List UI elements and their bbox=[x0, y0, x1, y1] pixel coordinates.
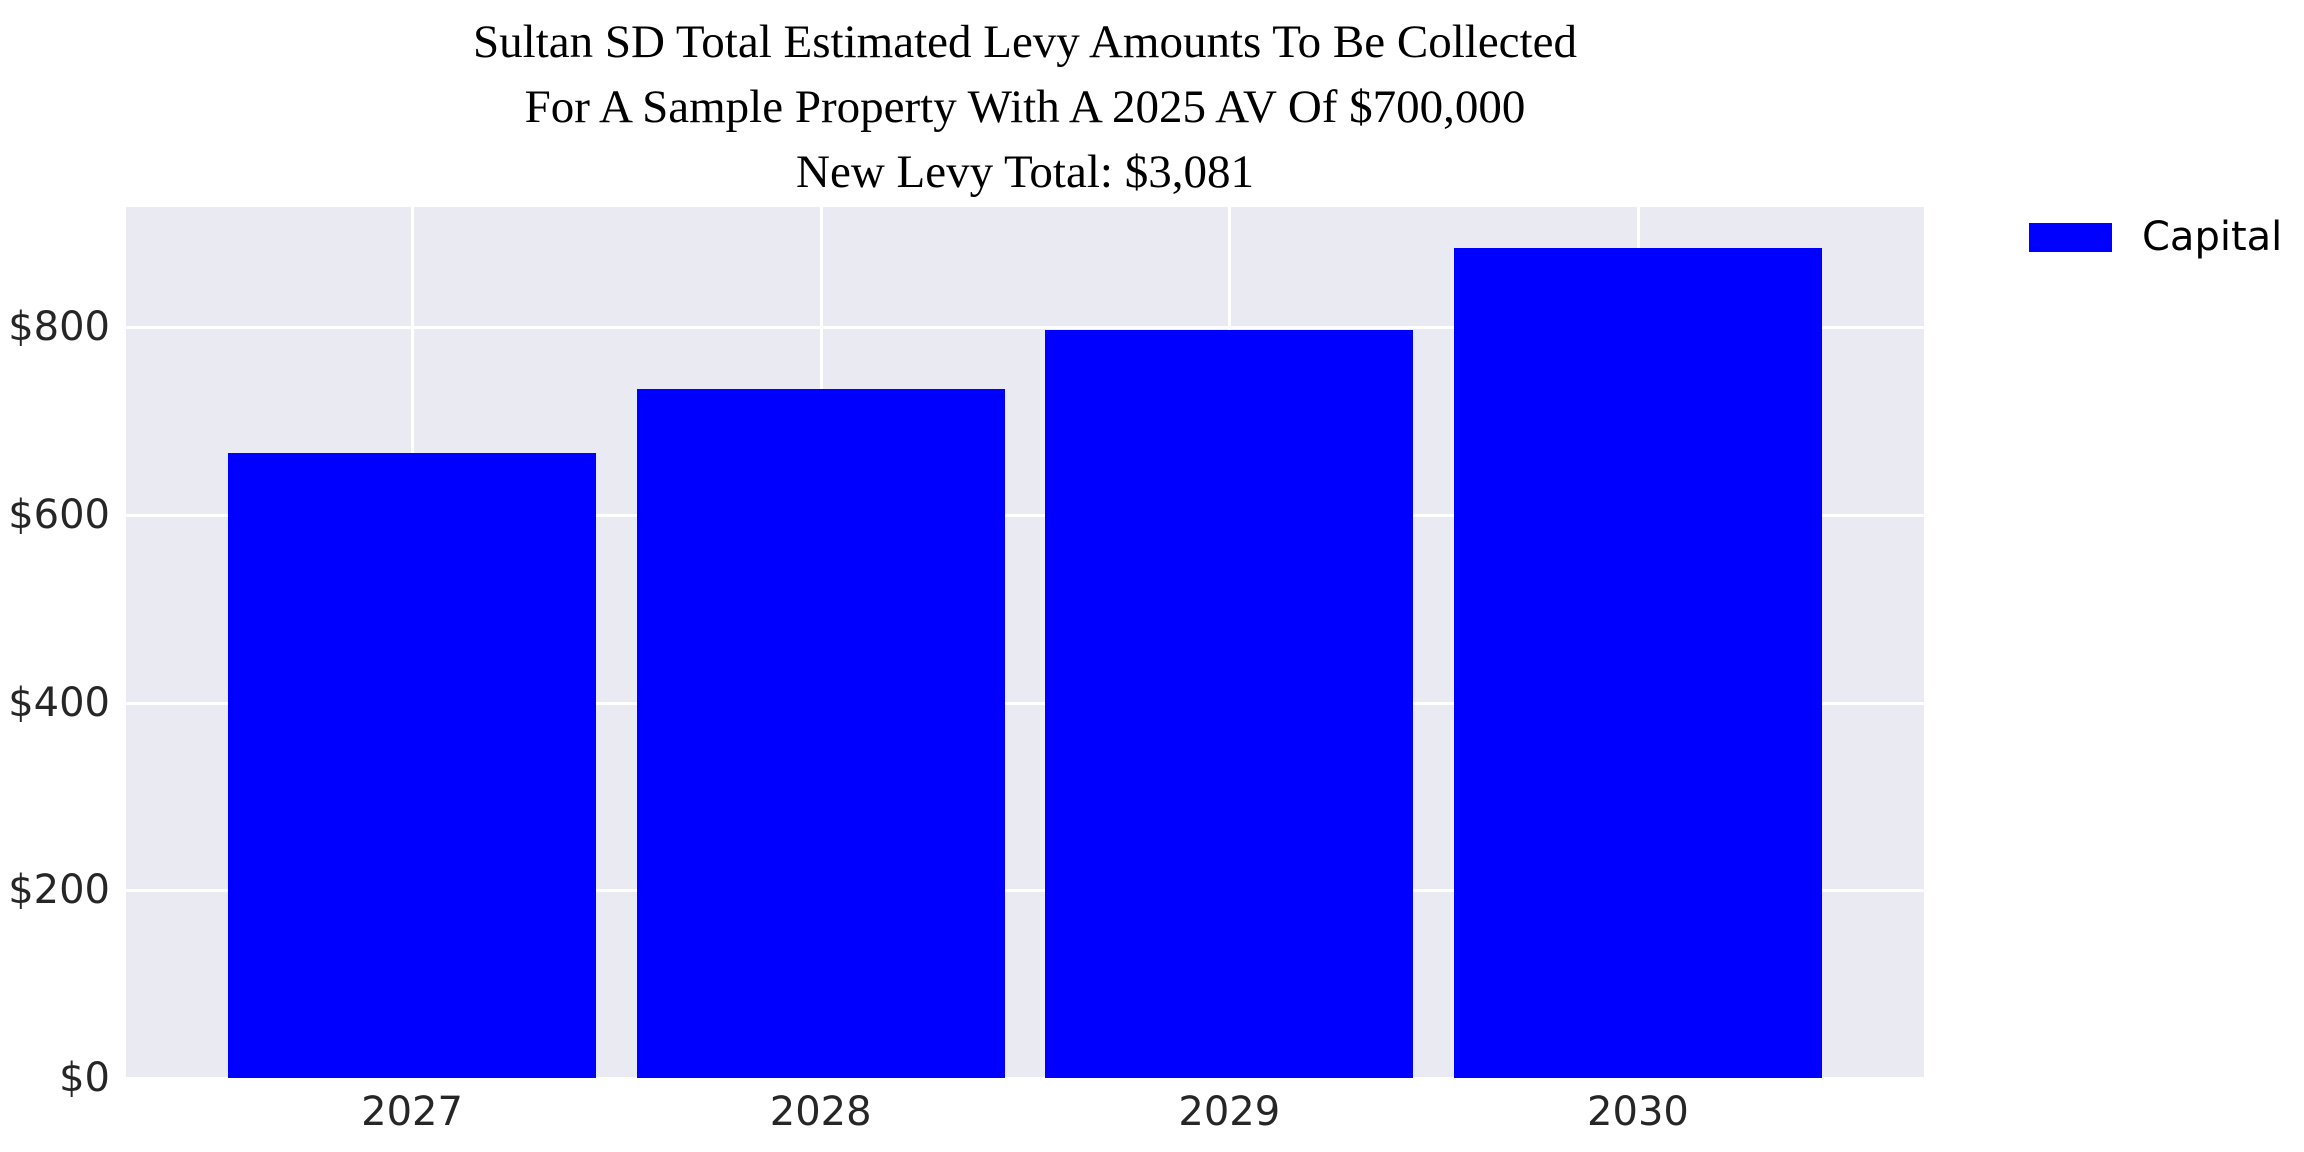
bar-capital-2030 bbox=[1454, 248, 1822, 1078]
xtick-label-2029: 2029 bbox=[1178, 1089, 1281, 1135]
gridline-y-0 bbox=[126, 1077, 1924, 1080]
xtick-label-2028: 2028 bbox=[769, 1089, 872, 1135]
legend: Capital bbox=[2029, 214, 2282, 260]
ytick-label-600: $600 bbox=[8, 491, 110, 538]
xtick-label-2030: 2030 bbox=[1587, 1089, 1689, 1135]
gridline-y-200 bbox=[126, 889, 1924, 893]
bar-capital-2028 bbox=[636, 389, 1005, 1078]
xtick-label-2027: 2027 bbox=[361, 1089, 463, 1135]
legend-swatch-capital bbox=[2029, 222, 2112, 252]
gridline-y-600 bbox=[126, 513, 1924, 517]
gridline-y-800 bbox=[126, 326, 1924, 330]
chart-title: Sultan SD Total Estimated Levy Amounts T… bbox=[126, 10, 1924, 205]
gridline-y-400 bbox=[126, 701, 1924, 705]
chart-title-line-3: New Levy Total: $3,081 bbox=[796, 146, 1254, 198]
chart-title-line-1: Sultan SD Total Estimated Levy Amounts T… bbox=[473, 16, 1577, 68]
chart-title-line-2: For A Sample Property With A 2025 AV Of … bbox=[524, 81, 1526, 133]
legend-label-capital: Capital bbox=[2142, 214, 2283, 260]
ytick-label-800: $800 bbox=[8, 304, 110, 351]
ytick-label-0: $0 bbox=[59, 1055, 110, 1101]
ytick-label-400: $400 bbox=[8, 679, 110, 726]
bar-capital-2027 bbox=[228, 452, 596, 1078]
bar-capital-2029 bbox=[1045, 329, 1414, 1078]
ytick-label-200: $200 bbox=[8, 867, 110, 914]
plot-area bbox=[126, 207, 1924, 1080]
